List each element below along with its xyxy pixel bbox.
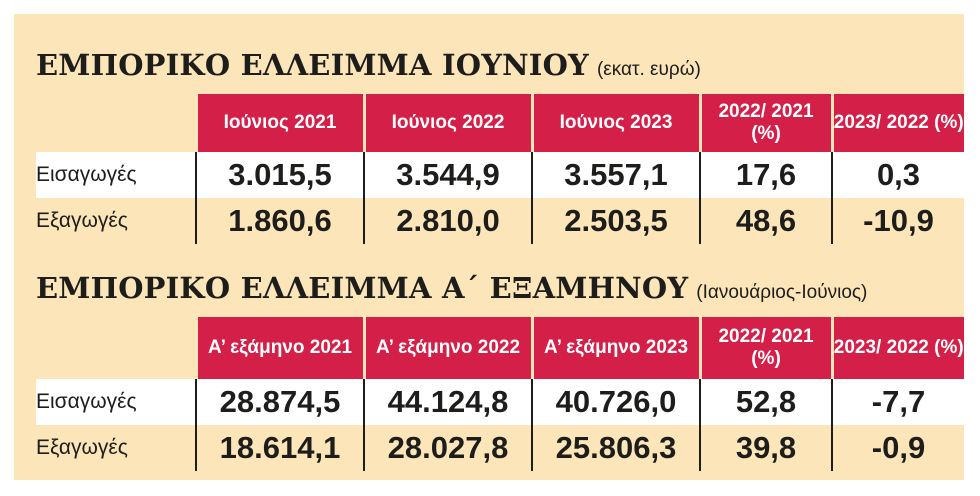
- row-label: Εισαγωγές: [36, 379, 197, 425]
- column-header: Α’ εξάμηνο 2021: [194, 317, 364, 379]
- column-header: Ιούνιος 2022: [362, 94, 532, 152]
- table-cell: 39,8: [700, 425, 833, 471]
- column-header: 2022/ 2021 (%): [698, 94, 832, 152]
- column-header: 2023/ 2022 (%): [830, 317, 964, 379]
- table-cell: -0,9: [832, 425, 964, 471]
- column-header: Α’ εξάμηνο 2022: [362, 317, 532, 379]
- row-label: Εισαγωγές: [36, 152, 197, 198]
- table-cell: 28.027,8: [364, 425, 533, 471]
- column-header: 2022/ 2021 (%): [698, 317, 832, 379]
- table-cell: 3.544,9: [364, 152, 533, 198]
- header-row: Ιούνιος 2021 Ιούνιος 2022 Ιούνιος 2023 2…: [36, 94, 964, 152]
- table-june: Ιούνιος 2021 Ιούνιος 2022 Ιούνιος 2023 2…: [36, 94, 964, 244]
- row-label: Εξαγωγές: [36, 425, 197, 471]
- row-label: Εξαγωγές: [36, 198, 197, 244]
- table-cell: 17,6: [700, 152, 833, 198]
- table-cell: 40.726,0: [532, 379, 701, 425]
- table-half-year: Α’ εξάμηνο 2021 Α’ εξάμηνο 2022 Α’ εξάμη…: [36, 317, 964, 471]
- table-cell: 2.810,0: [364, 198, 533, 244]
- table-cell: 3.015,5: [196, 152, 365, 198]
- table-cell: 52,8: [700, 379, 833, 425]
- column-header: Ιούνιος 2023: [530, 94, 700, 152]
- header-corner: [36, 94, 196, 152]
- table-cell: 18.614,1: [196, 425, 365, 471]
- section-title-june: ΕΜΠΟΡΙΚΟ ΕΛΛΕΙΜΜΑ ΙΟΥΝΙΟΥ (εκατ. ευρώ): [36, 48, 701, 82]
- table-row-exports: Εξαγωγές 1.860,6 2.810,0 2.503,5 48,6 -1…: [36, 198, 964, 244]
- column-header: Α’ εξάμηνο 2023: [530, 317, 700, 379]
- table-cell: 3.557,1: [532, 152, 701, 198]
- table-cell: -7,7: [832, 379, 964, 425]
- title-main: ΕΜΠΟΡΙΚΟ ΕΛΛΕΙΜΜΑ Α΄ ΕΞΑΜΗΝΟΥ: [36, 271, 689, 305]
- table-cell: 48,6: [700, 198, 833, 244]
- table-cell: 0,3: [832, 152, 964, 198]
- title-period: (Ιανουάριος-Ιούνιος): [696, 282, 868, 303]
- table-row-imports: Εισαγωγές 3.015,5 3.544,9 3.557,1 17,6 0…: [36, 152, 964, 198]
- table-cell: 1.860,6: [196, 198, 365, 244]
- table-row-exports: Εξαγωγές 18.614,1 28.027,8 25.806,3 39,8…: [36, 425, 964, 471]
- infographic-panel: ΕΜΠΟΡΙΚΟ ΕΛΛΕΙΜΜΑ ΙΟΥΝΙΟΥ (εκατ. ευρώ) Ιο…: [14, 14, 964, 480]
- table-cell: 25.806,3: [532, 425, 701, 471]
- title-unit: (εκατ. ευρώ): [596, 59, 701, 80]
- column-header: Ιούνιος 2021: [194, 94, 364, 152]
- table-cell: -10,9: [832, 198, 964, 244]
- table-cell: 28.874,5: [196, 379, 365, 425]
- section-title-half-year: ΕΜΠΟΡΙΚΟ ΕΛΛΕΙΜΜΑ Α΄ ΕΞΑΜΗΝΟΥ (Ιανουάριος…: [36, 271, 867, 305]
- table-cell: 2.503,5: [532, 198, 701, 244]
- header-row: Α’ εξάμηνο 2021 Α’ εξάμηνο 2022 Α’ εξάμη…: [36, 317, 964, 379]
- header-corner: [36, 317, 196, 379]
- table-row-imports: Εισαγωγές 28.874,5 44.124,8 40.726,0 52,…: [36, 379, 964, 425]
- title-main: ΕΜΠΟΡΙΚΟ ΕΛΛΕΙΜΜΑ ΙΟΥΝΙΟΥ: [36, 48, 589, 82]
- column-header: 2023/ 2022 (%): [830, 94, 964, 152]
- table-cell: 44.124,8: [364, 379, 533, 425]
